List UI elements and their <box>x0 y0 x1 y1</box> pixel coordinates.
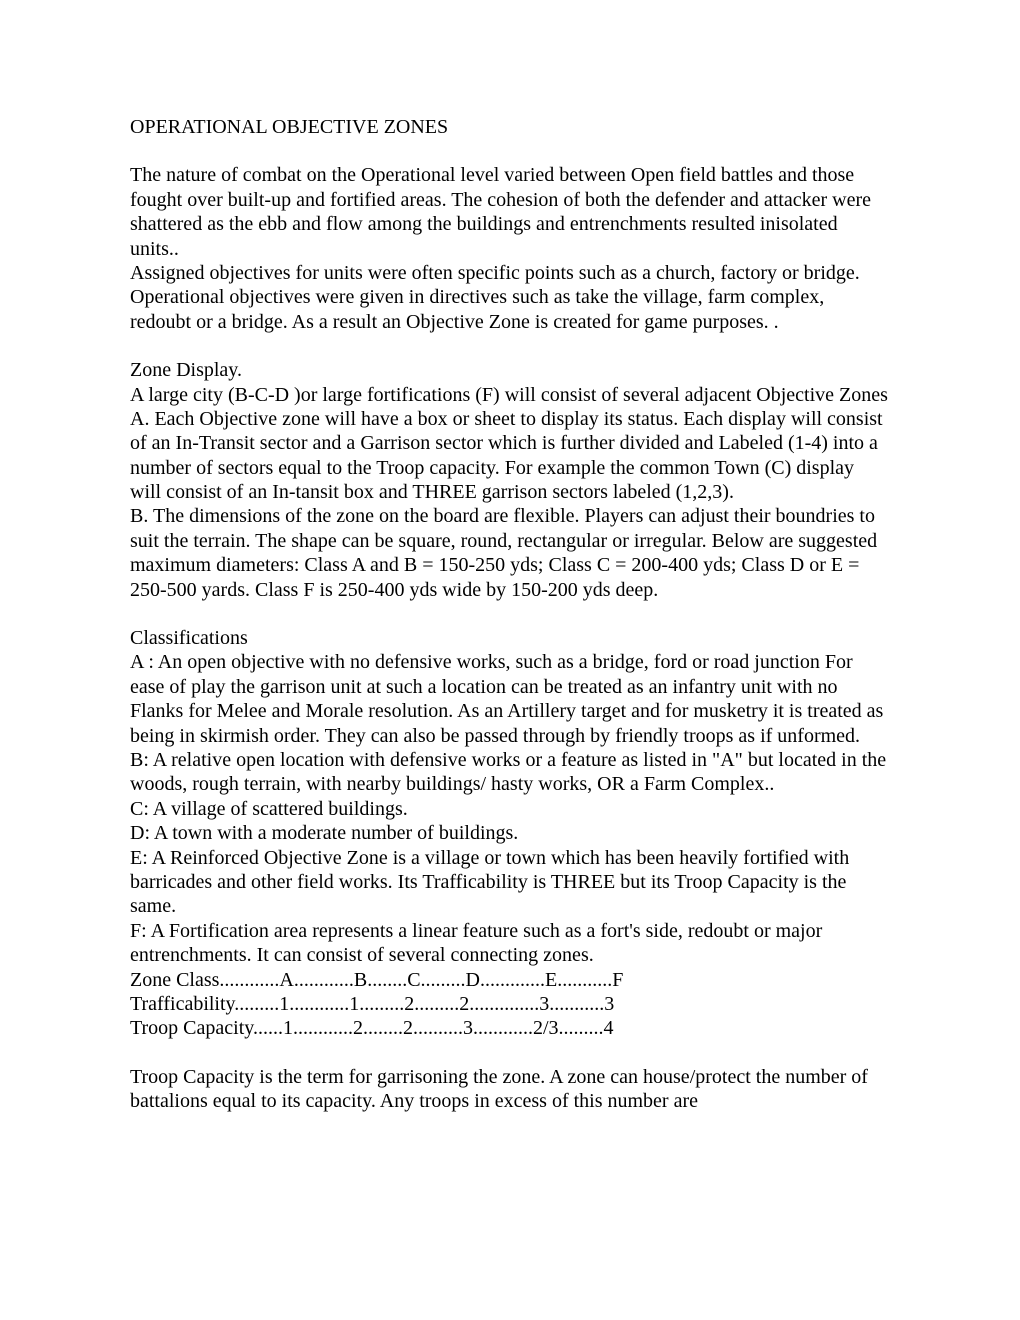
zone-class-table-row-trafficability: Trafficability.........1............1...… <box>130 992 890 1016</box>
spacer <box>130 1041 890 1065</box>
classification-c: C: A village of scattered buildings. <box>130 797 890 821</box>
troop-capacity-paragraph: Troop Capacity is the term for garrisoni… <box>130 1065 890 1114</box>
zone-class-table-row-troop-capacity: Troop Capacity......1............2......… <box>130 1016 890 1040</box>
intro-paragraph-2: Assigned objectives for units were often… <box>130 261 890 334</box>
zone-display-intro: A large city (B-C-D )or large fortificat… <box>130 383 890 407</box>
classification-e: E: A Reinforced Objective Zone is a vill… <box>130 846 890 919</box>
document-page: OPERATIONAL OBJECTIVE ZONES The nature o… <box>0 0 1020 1173</box>
zone-display-item-a: A. Each Objective zone will have a box o… <box>130 407 890 505</box>
zone-display-heading: Zone Display. <box>130 358 890 382</box>
classification-f: F: A Fortification area represents a lin… <box>130 919 890 968</box>
classification-d: D: A town with a moderate number of buil… <box>130 821 890 845</box>
classifications-heading: Classifications <box>130 626 890 650</box>
classification-a: A : An open objective with no defensive … <box>130 650 890 748</box>
zone-class-table-row-header: Zone Class............A............B....… <box>130 968 890 992</box>
spacer <box>130 602 890 626</box>
classification-b: B: A relative open location with defensi… <box>130 748 890 797</box>
document-title: OPERATIONAL OBJECTIVE ZONES <box>130 115 890 139</box>
intro-paragraph-1: The nature of combat on the Operational … <box>130 163 890 261</box>
zone-display-item-b: B. The dimensions of the zone on the boa… <box>130 504 890 602</box>
spacer <box>130 334 890 358</box>
